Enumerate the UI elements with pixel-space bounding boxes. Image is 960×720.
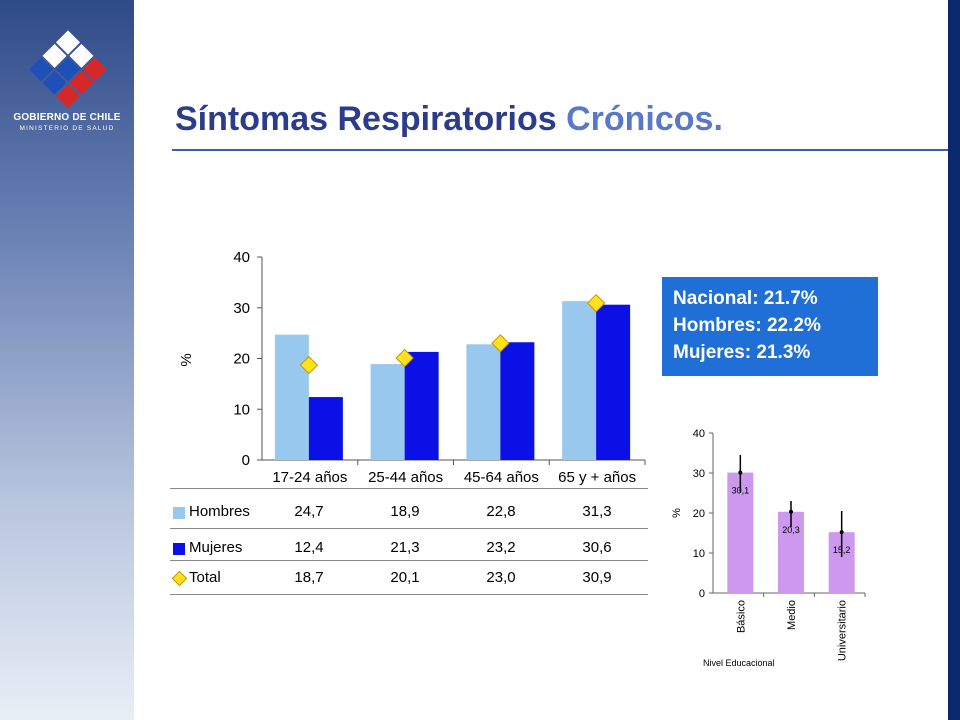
bar-mujeres bbox=[500, 342, 535, 460]
bar-hombres bbox=[274, 334, 309, 460]
bar-hombres bbox=[466, 344, 501, 460]
table-rule bbox=[170, 594, 648, 595]
y-tick-label: 20 bbox=[233, 351, 250, 368]
page-title: Síntomas Respiratorios Crónicos. bbox=[175, 100, 723, 139]
table-cell: 30,9 bbox=[582, 569, 612, 586]
org-name: GOBIERNO DE CHILE bbox=[13, 112, 121, 123]
edu-category-label: Medio bbox=[786, 600, 798, 630]
table-rule bbox=[170, 560, 648, 561]
table-row-label: Total bbox=[189, 569, 221, 586]
y-tick-label: 30 bbox=[233, 300, 250, 317]
x-axis-label: Nivel Educacional bbox=[703, 658, 775, 668]
table-cell: 18,9 bbox=[390, 503, 420, 520]
title-part-1: Síntomas Respiratorios bbox=[175, 100, 557, 138]
edu-value-label: 30,1 bbox=[732, 486, 750, 496]
bar-mujeres bbox=[596, 304, 631, 460]
sidebar-band bbox=[0, 0, 134, 720]
total-marker bbox=[586, 293, 606, 313]
title-underline bbox=[172, 149, 948, 151]
stat-hombres: Hombres: 22.2% bbox=[673, 315, 821, 336]
table-cell: 30,6 bbox=[582, 539, 612, 556]
edu-category-label: Universitario bbox=[837, 600, 849, 661]
stat-nacional: Nacional: 21.7% bbox=[673, 288, 818, 309]
bar-mujeres bbox=[308, 397, 343, 460]
table-cell: 22,8 bbox=[486, 503, 516, 520]
y-tick-label: 40 bbox=[693, 428, 705, 440]
table-rule bbox=[170, 528, 648, 529]
bar-mujeres bbox=[404, 351, 439, 460]
edu-category-label: Básico bbox=[735, 600, 747, 633]
y-tick-label: 10 bbox=[693, 548, 705, 560]
y-axis-label: % bbox=[671, 508, 683, 518]
table-cell: 20,1 bbox=[390, 569, 420, 586]
edu-value-label: 15,2 bbox=[833, 545, 851, 555]
y-tick-label: 10 bbox=[233, 401, 250, 418]
right-edge-bar bbox=[948, 0, 960, 720]
y-axis-label: % bbox=[178, 353, 195, 366]
legend-swatch-hombres bbox=[173, 507, 185, 519]
total-marker bbox=[395, 348, 414, 368]
x-tick-label: 25-44 años bbox=[368, 469, 443, 486]
table-cell: 24,7 bbox=[294, 503, 324, 520]
total-marker bbox=[299, 355, 319, 375]
x-tick-label: 17-24 años bbox=[272, 469, 347, 486]
y-tick-label: 40 bbox=[233, 249, 250, 266]
y-tick-label: 20 bbox=[693, 508, 705, 520]
org-subtitle: MINISTERIO DE SALUD bbox=[19, 125, 115, 132]
x-tick-label: 45-64 años bbox=[464, 469, 539, 486]
table-rule bbox=[170, 488, 648, 489]
edu-point bbox=[738, 470, 743, 475]
table-row-label: Mujeres bbox=[189, 539, 243, 556]
table-cell: 12,4 bbox=[294, 539, 324, 556]
table-row-label: Hombres bbox=[189, 503, 250, 520]
x-tick-label: 65 y + años bbox=[558, 469, 636, 486]
table-cell: 21,3 bbox=[390, 539, 420, 556]
table-cell: 31,3 bbox=[582, 503, 612, 520]
government-logo bbox=[29, 30, 107, 109]
edu-value-label: 20,3 bbox=[782, 525, 800, 535]
bar-hombres bbox=[370, 364, 405, 460]
title-part-2: Crónicos. bbox=[566, 100, 723, 138]
edu-point bbox=[839, 530, 844, 535]
table-cell: 23,2 bbox=[486, 539, 516, 556]
edu-point bbox=[789, 509, 793, 514]
stat-mujeres: Mujeres: 21.3% bbox=[673, 342, 811, 363]
total-marker bbox=[491, 334, 510, 353]
y-tick-label: 0 bbox=[699, 588, 705, 600]
national-stats-box: Nacional: 21.7% Hombres: 22.2% Mujeres: … bbox=[662, 277, 878, 376]
y-tick-label: 0 bbox=[242, 452, 250, 469]
table-cell: 23,0 bbox=[486, 569, 516, 586]
table-cell: 18,7 bbox=[294, 569, 324, 586]
legend-swatch-mujeres bbox=[173, 543, 185, 555]
y-tick-label: 30 bbox=[693, 468, 705, 480]
bar-hombres bbox=[562, 301, 597, 460]
